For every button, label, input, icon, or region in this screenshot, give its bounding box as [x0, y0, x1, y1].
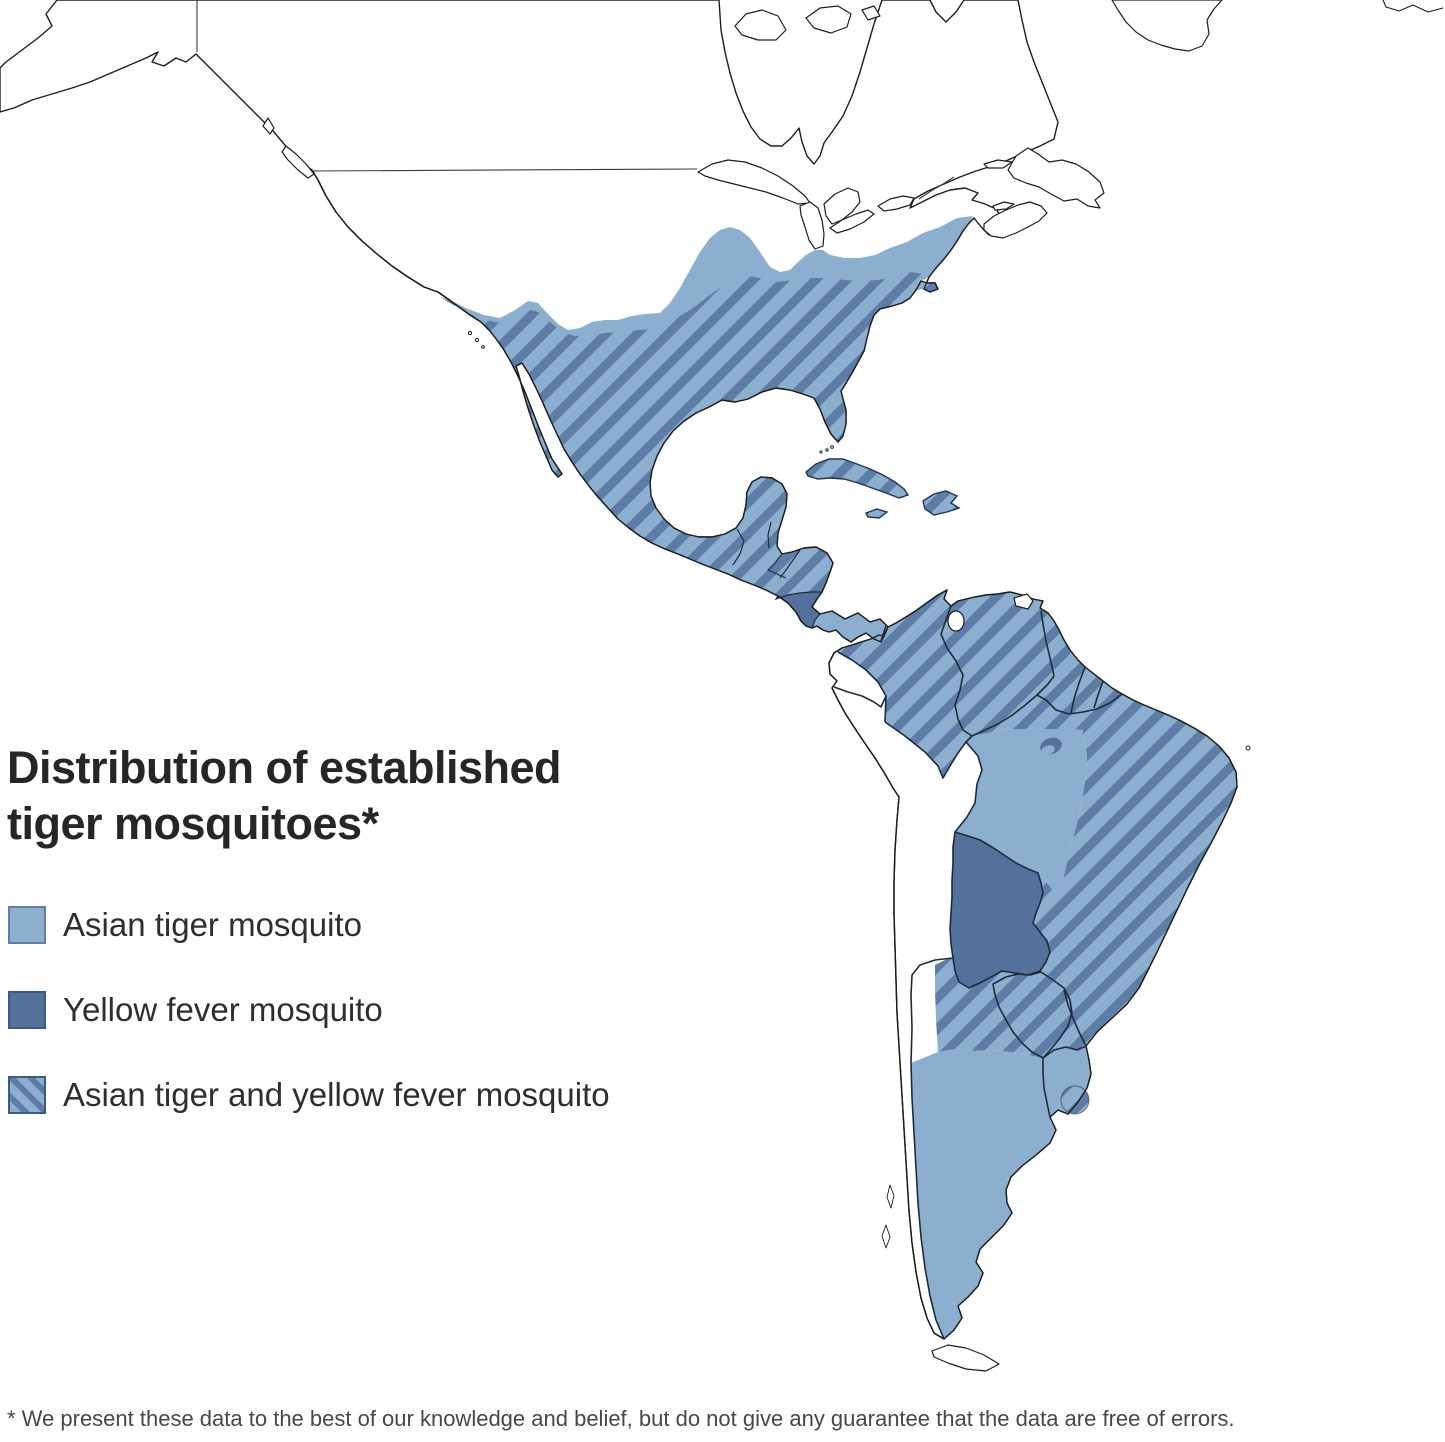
- legend-swatch-both: [8, 1076, 46, 1114]
- border-guyana-suriname: [1070, 666, 1086, 714]
- legend-item-asian-tiger: Asian tiger mosquito: [8, 906, 362, 944]
- region-argentina-uruguay-asian-tiger: [911, 1046, 1091, 1339]
- legend-item-yellow-fever: Yellow fever mosquito: [8, 991, 383, 1029]
- coastline-top-right-fragment: [1382, 0, 1444, 13]
- legend-label-asian-tiger: Asian tiger mosquito: [63, 906, 362, 943]
- legend-swatch-asian-tiger: [8, 906, 46, 944]
- island-cuba-hatched: [805, 458, 910, 499]
- island-pei: [992, 201, 1015, 211]
- island-anticosti: [983, 159, 1013, 169]
- page-title: Distribution of established tiger mosqui…: [7, 740, 562, 852]
- island-newfoundland: [1007, 147, 1105, 209]
- region-sa-both-hatched: [834, 590, 1237, 1058]
- region-amazon-asian-tiger: [955, 729, 1087, 895]
- amazon-dark-lake-notch: [1041, 745, 1055, 755]
- border-venezuela-brazil: [971, 675, 1055, 737]
- border-ecuador-peru: [833, 686, 887, 708]
- border-peru-brazil: [954, 741, 983, 833]
- border-paraguay: [992, 971, 1073, 1059]
- island-fernando-noronha: [1245, 745, 1251, 751]
- islands-florida-keys: [819, 445, 834, 454]
- border-colombia-venezuela: [940, 605, 973, 737]
- coastline-north-america: [311, 169, 975, 643]
- border-colombia-south: [884, 721, 973, 779]
- island-arctic-2: [805, 5, 852, 34]
- lake-huron: [823, 187, 861, 225]
- lake-maracaibo: [947, 610, 965, 632]
- borders-south-america: [833, 605, 1123, 1340]
- region-panama-asian-tiger: [812, 611, 888, 642]
- border-argentina-chile: [910, 957, 954, 1340]
- region-na-both-hatched: [440, 272, 938, 642]
- coastline-south-america: [828, 589, 1238, 1340]
- legend-swatch-yellow-fever: [8, 991, 46, 1029]
- lake-ontario: [877, 195, 915, 212]
- island-chile-sliver-1: [886, 1184, 895, 1209]
- island-trinidad: [1013, 593, 1034, 610]
- island-jamaica-hatched: [865, 508, 889, 519]
- border-us-canada: [311, 168, 698, 172]
- border-suriname-frguiana: [1093, 680, 1104, 709]
- border-ecuador-colombia: [837, 651, 887, 723]
- island-vancouver: [281, 145, 315, 179]
- border-bolivia: [949, 831, 1051, 989]
- legend-label-yellow-fever: Yellow fever mosquito: [63, 991, 383, 1028]
- title-line-2: tiger mosquitoes*: [7, 798, 380, 849]
- islands-california-dots: [467, 330, 485, 349]
- title-asterisk: *: [361, 798, 380, 849]
- island-chile-sliver-2: [881, 1224, 891, 1249]
- island-arctic-1: [734, 9, 787, 41]
- lake-michigan: [799, 201, 825, 250]
- border-uruguay: [1042, 1045, 1087, 1118]
- legend-item-both: Asian tiger and yellow fever mosquito: [8, 1076, 610, 1114]
- island-arctic-3: [861, 5, 881, 21]
- island-tierra-del-fuego: [931, 1344, 1000, 1372]
- border-guianas-brazil: [1036, 693, 1123, 715]
- island-nova-scotia: [983, 201, 1048, 239]
- title-line-1: Distribution of established: [7, 742, 562, 793]
- border-panama-colombia: [880, 625, 887, 642]
- region-bolivia-yellow-fever: [950, 832, 1050, 988]
- region-uruguay-hatched-patch: [1060, 1085, 1090, 1115]
- border-st-lawrence: [918, 176, 955, 200]
- legend-label-both: Asian tiger and yellow fever mosquito: [63, 1076, 610, 1113]
- borders-central-america: [732, 521, 801, 579]
- lake-erie: [829, 209, 875, 234]
- island-haida: [262, 117, 275, 135]
- border-argentina-brazil: [1063, 989, 1087, 1047]
- island-hispaniola-hatched: [922, 490, 961, 516]
- border-venezuela-guyana: [1040, 610, 1055, 677]
- lake-superior: [697, 159, 811, 205]
- footnote: * We present these data to the best of o…: [7, 1406, 1235, 1431]
- island-greenland: [1111, 0, 1223, 52]
